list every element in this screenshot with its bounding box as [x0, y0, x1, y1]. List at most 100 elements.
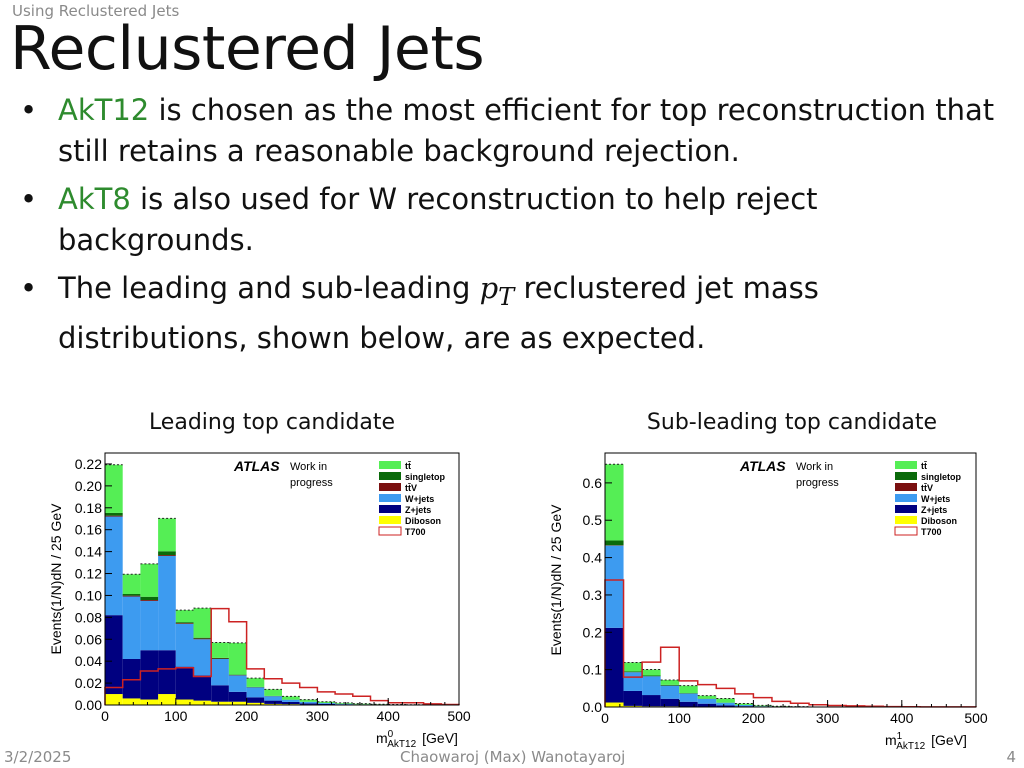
legend-entry: W+jets	[405, 494, 434, 504]
x-tick-label: 500	[964, 710, 988, 726]
y-tick-label: 0.02	[75, 675, 102, 691]
page-title: Reclustered Jets	[10, 14, 485, 84]
bar-segment	[122, 574, 141, 595]
bullet-item: AkT12 is chosen as the most efficient fo…	[16, 90, 1006, 172]
bar-segment	[158, 518, 176, 552]
bar-segment	[697, 695, 717, 699]
bar-segment	[158, 694, 176, 705]
bar-segment	[605, 540, 624, 546]
math-subscript: T	[498, 282, 515, 311]
bar-segment	[140, 596, 159, 601]
bar-segment	[716, 705, 735, 707]
bar-segment	[228, 691, 247, 702]
bar-segment	[679, 693, 698, 702]
bar-segment	[228, 701, 247, 705]
footer-date: 3/2/2025	[4, 748, 72, 766]
y-tick-label: 0.12	[75, 566, 102, 582]
bar-segment	[122, 658, 141, 699]
bar-segment	[158, 555, 176, 651]
status-label: progress	[796, 477, 839, 489]
x-tick-label: 0	[601, 710, 609, 726]
plot-frame	[104, 452, 460, 706]
y-tick-label: 0.06	[75, 631, 102, 647]
bar-segment	[264, 700, 282, 704]
x-axis-title: m0 AkT12 [GeV]	[376, 729, 458, 750]
math-symbol: pT	[480, 271, 515, 311]
bar-segment	[228, 642, 247, 675]
atlas-label: ATLAS	[739, 458, 786, 474]
histogram-leading: 0 100 200 300 400 500 0.00 0.02 0.04 0.06 0.08 0.10…	[48, 452, 471, 750]
bar-segment	[105, 512, 123, 516]
legend-entry: tt̄V	[405, 483, 417, 493]
y-tick-label: 0.0	[583, 699, 603, 715]
bar-segment	[158, 555, 176, 556]
bar-segment	[642, 676, 661, 696]
bar-segment	[122, 698, 141, 705]
legend-entry: tt̄V	[921, 483, 933, 493]
bar-segment	[282, 701, 300, 705]
y-tick-label: 0.1	[583, 662, 603, 678]
highlight-term: AkT12	[58, 93, 150, 127]
status-label: Work in	[290, 461, 327, 473]
bar-segment	[246, 678, 265, 687]
bullet-item: The leading and sub-leading pT recluster…	[16, 268, 1006, 359]
bar-segment	[642, 695, 661, 707]
bar-segment	[140, 650, 159, 700]
bar-segment	[264, 696, 282, 701]
legend-swatch	[379, 472, 401, 480]
bullet-text: is chosen as the most efficient for top …	[58, 93, 995, 168]
bar-segment	[193, 608, 212, 638]
bar-segment	[140, 563, 159, 597]
bar-segment	[175, 610, 194, 623]
legend-entry: T700	[921, 527, 942, 537]
bar-segment	[211, 685, 229, 702]
bullet-item: AkT8 is also used for W reconstruction t…	[16, 179, 1006, 261]
bar-segment	[282, 696, 300, 700]
bar-segment	[660, 679, 680, 685]
bullet-text: reclustered jet mass distributions, show…	[58, 271, 819, 355]
bar-segment	[697, 698, 717, 704]
y-tick-label: 0.00	[75, 697, 102, 713]
y-tick-label: 0.2	[583, 624, 603, 640]
bar-segment	[140, 600, 159, 601]
bullet-text: is also used for W reconstruction to hel…	[58, 182, 818, 257]
bar-segment	[317, 703, 336, 704]
bar-segment	[175, 699, 194, 705]
bar-segment	[105, 516, 123, 616]
bar-segment	[299, 699, 318, 702]
status-label: progress	[290, 477, 333, 489]
bar-segment	[140, 600, 159, 651]
bar-segment	[175, 623, 194, 624]
legend-entry: singletop	[405, 472, 446, 482]
atlas-label: ATLAS	[233, 458, 280, 474]
legend-entry: Diboson	[921, 516, 957, 526]
legend-swatch	[895, 461, 917, 469]
histogram-subleading: 0 100 200 300 400 500 0.0 0.1 0.2 0.3 0.4 0.5 0.6 Eve…	[548, 452, 988, 752]
footer-page-number: 4	[1006, 748, 1016, 766]
bar-segment	[246, 687, 265, 698]
bar-segment	[193, 675, 212, 701]
legend-entry: Z+jets	[405, 505, 431, 515]
bar-segment	[623, 671, 643, 673]
bar-segment	[158, 650, 176, 695]
legend-swatch	[895, 483, 917, 491]
panel-title-leading: Leading top candidate	[148, 410, 396, 435]
bar-segment	[642, 675, 661, 677]
legend-swatch	[895, 505, 917, 513]
bar-segment	[299, 703, 318, 705]
legend-entry: W+jets	[921, 494, 950, 504]
bar-segment	[605, 702, 624, 707]
x-tick-label: 500	[447, 708, 471, 724]
x-tick-label: 200	[235, 708, 259, 724]
bar-segment	[105, 464, 123, 513]
y-tick-label: 0.10	[75, 587, 102, 603]
y-axis-title: Events(1/N)dN / 25 GeV	[48, 503, 64, 655]
x-tick-label: 100	[164, 708, 188, 724]
bar-segment	[716, 698, 735, 703]
y-tick-label: 0.16	[75, 522, 102, 538]
bar-segment	[642, 669, 661, 676]
bar-segment	[679, 685, 698, 694]
legend-entry: Diboson	[405, 516, 441, 526]
section-label: Using Reclustered Jets	[12, 2, 180, 20]
legend-entry: T700	[405, 527, 426, 537]
